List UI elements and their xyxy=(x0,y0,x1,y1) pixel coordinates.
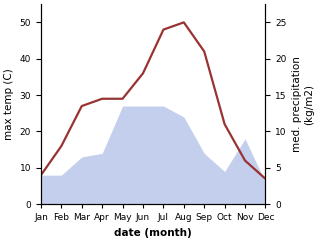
Y-axis label: max temp (C): max temp (C) xyxy=(4,68,14,140)
Y-axis label: med. precipitation
(kg/m2): med. precipitation (kg/m2) xyxy=(292,56,314,152)
X-axis label: date (month): date (month) xyxy=(114,228,192,238)
